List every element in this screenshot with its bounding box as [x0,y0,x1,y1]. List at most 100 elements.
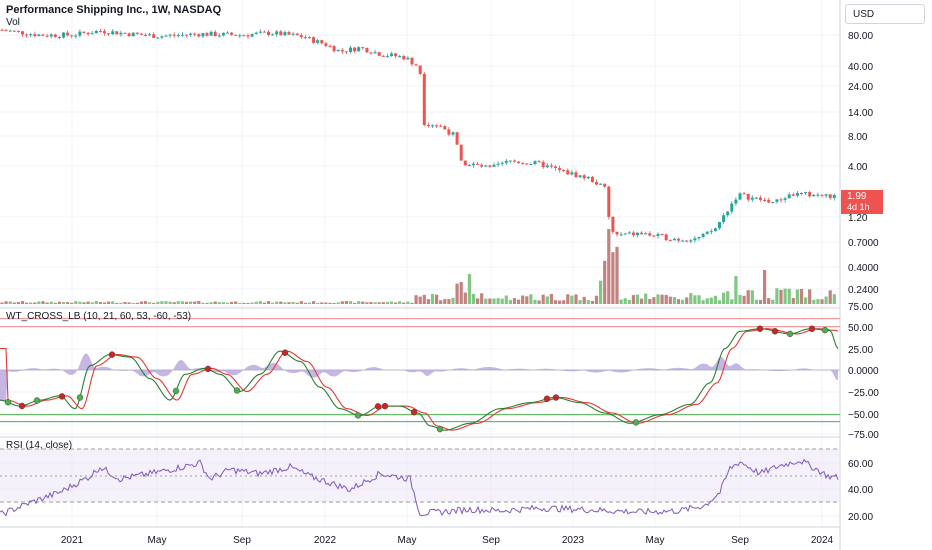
candle-body [529,164,533,166]
volume-bar [217,302,221,304]
candle-body [677,238,680,241]
wt-cross-dot [76,394,84,401]
symbol-title[interactable]: Performance Shipping Inc., 1W, NASDAQ [6,4,222,16]
candle-body [422,73,426,126]
candle-body [451,132,455,135]
wt-cross-dot [771,328,779,335]
candle-body [726,211,730,216]
rsi-tick-label: 20.00 [848,512,873,523]
candle-body [443,126,447,130]
candle-body [381,55,385,57]
volume-bar [726,291,730,304]
candle-body [90,33,94,35]
volume-bar [820,299,824,304]
wt-cross-dot [632,419,640,426]
volume-bar [590,300,594,304]
candle-body [353,47,357,52]
candle-body [713,228,717,232]
price-axis[interactable]: 80.00 40.00 24.00 14.00 8.00 4.00 1.20 0.7000 0.… [848,31,879,296]
wt-cross-dot [4,399,12,406]
wt-tick-label: −25.00 [848,388,879,399]
currency-selector[interactable]: USD [845,4,925,24]
candle-body [746,194,750,200]
candle-body [611,216,615,232]
candle-body [217,35,221,37]
volume-bar [545,296,549,304]
wt-indicator-label[interactable]: WT_CROSS_LB (10, 21, 60, 53, -60, -53) [6,311,192,322]
volume-bar [562,300,566,304]
candle-body [168,34,172,36]
candle-body [119,32,123,35]
time-tick-label: 2022 [314,535,337,546]
volume-bar [82,302,86,304]
rsi-axis[interactable]: 60.00 40.00 20.00 [848,459,873,523]
volume-bar [12,302,16,304]
volume-bar [418,296,422,304]
candle-body [160,36,164,38]
candle-body [828,194,832,198]
volume-bar [398,301,402,304]
volume-bar [213,301,217,304]
candle-body [373,52,377,54]
candle-body [631,232,635,236]
rsi-line [0,458,839,517]
candle-body [590,176,594,183]
candle-body [21,31,24,35]
time-tick-label: May [646,535,665,546]
volume-bar [722,292,726,304]
candle-body [566,170,570,175]
price-tick-label: 24.00 [848,82,873,93]
wt-tick-label: 25.00 [848,345,873,356]
wt1-line [0,328,839,431]
volume-bar [824,296,828,304]
candle-body [320,40,324,44]
candle-body [127,33,131,37]
candle-body [759,197,762,200]
volume-bar [426,299,430,304]
grid [0,0,840,527]
price-tick-label: 8.00 [848,132,868,143]
volume-bar [320,302,324,304]
volume-label[interactable]: Vol [6,17,20,28]
candle-body [508,160,512,162]
candle-body [775,199,779,202]
volume-bar [168,301,172,304]
candle-body [767,200,771,203]
volume-bar [0,302,4,304]
time-axis[interactable]: 2021 May Sep 2022 May Sep 2023 May Sep 2024 [61,535,834,546]
volume-bar [41,301,45,304]
volume-bar [463,292,467,304]
candle-body [574,172,578,178]
volume-bar [742,295,746,304]
volume-bar [701,300,705,304]
volume-bar [758,299,763,304]
volume-bar [385,301,389,304]
volume-bar [635,294,640,304]
wt-cross-dot [374,403,382,410]
volume-bar [37,301,41,304]
wt-axis[interactable]: 75.00 50.00 25.00 0.0000 −25.00 −50.00 −75.00 [848,302,879,441]
candle-body [525,163,529,165]
volume-bar [16,302,20,304]
rsi-indicator-label[interactable]: RSI (14, close) [6,440,73,451]
wt2-line [0,328,839,431]
volume-bar [90,302,94,304]
time-tick-label: Sep [731,535,749,546]
volume-bar [410,302,414,304]
candle-body [496,163,500,165]
candle-body [513,160,516,162]
volume-bar [94,301,98,304]
volume-bar [681,299,685,304]
wt-cross-dot [436,425,444,433]
volume-bar [529,294,533,304]
volume-bar [53,302,57,304]
volume-bar [648,298,652,304]
volume-bar [299,301,303,304]
volume-bar [795,289,799,304]
candle-body [492,164,496,167]
candle-body [562,169,566,171]
volume-bar [344,301,348,304]
volume-bar [139,301,143,304]
volume-bar [746,290,750,304]
